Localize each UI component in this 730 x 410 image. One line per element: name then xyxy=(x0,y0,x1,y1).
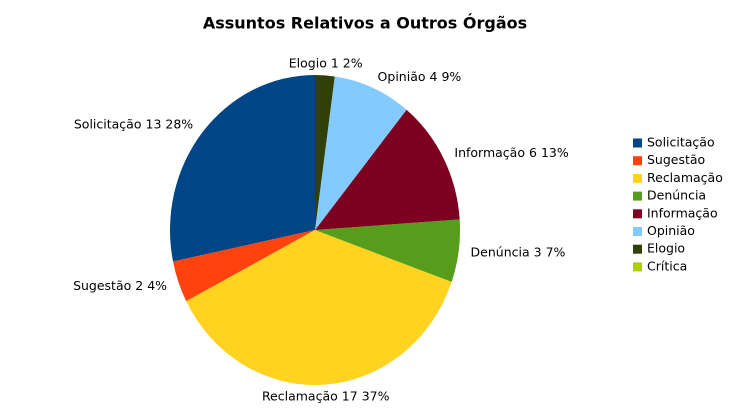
label-category: Reclamação xyxy=(262,388,338,403)
legend-label: Opinião xyxy=(647,223,695,238)
legend-swatch xyxy=(633,209,642,219)
label-percent: 13% xyxy=(541,145,569,160)
legend-label: Reclamação xyxy=(647,170,723,185)
data-label: Solicitação 13 28% xyxy=(74,116,193,131)
legend-swatch xyxy=(633,173,642,183)
data-label: Sugestão 2 4% xyxy=(73,277,167,292)
legend-label: Solicitação xyxy=(647,135,715,150)
data-label: Opinião 4 9% xyxy=(378,68,462,83)
label-percent: 7% xyxy=(546,244,566,259)
label-category: Solicitação xyxy=(74,116,142,131)
label-value: 6 xyxy=(529,145,537,160)
legend-swatch xyxy=(633,191,642,201)
label-value: 17 xyxy=(342,388,358,403)
data-label: Denúncia 3 7% xyxy=(471,244,566,259)
pie-slice xyxy=(315,76,407,230)
legend-swatch xyxy=(633,138,642,148)
pie-slice xyxy=(315,109,460,230)
label-percent: 37% xyxy=(362,388,390,403)
chart-title: Assuntos Relativos a Outros Órgãos xyxy=(203,14,527,33)
legend-swatch xyxy=(633,156,642,166)
legend-label: Crítica xyxy=(647,258,687,273)
label-category: Informação xyxy=(454,145,525,160)
label-value: 1 xyxy=(331,55,339,70)
legend-swatch xyxy=(633,227,642,236)
label-category: Sugestão xyxy=(73,277,131,292)
data-label: Reclamação 17 37% xyxy=(262,388,390,403)
legend-label: Sugestão xyxy=(647,152,705,167)
label-category: Denúncia xyxy=(471,244,530,259)
pie-slice xyxy=(315,219,460,282)
legend-label: Elogio xyxy=(647,241,685,256)
legend-swatch xyxy=(633,244,642,254)
data-label: Elogio 1 2% xyxy=(289,55,363,70)
label-value: 13 xyxy=(146,116,162,131)
label-percent: 2% xyxy=(343,55,363,70)
legend-label: Denúncia xyxy=(647,188,706,203)
label-percent: 4% xyxy=(147,277,167,292)
label-percent: 28% xyxy=(165,116,193,131)
legend-label: Informação xyxy=(647,205,718,220)
pie-slice xyxy=(315,75,335,230)
label-value: 4 xyxy=(430,68,438,83)
label-category: Elogio xyxy=(289,55,327,70)
pie-slice xyxy=(169,75,315,262)
legend-swatch xyxy=(633,262,642,272)
label-value: 2 xyxy=(135,277,143,292)
pie-slice xyxy=(186,230,452,386)
pie-slice xyxy=(173,230,315,302)
data-label: Informação 6 13% xyxy=(454,145,568,160)
label-value: 3 xyxy=(534,244,542,259)
label-percent: 9% xyxy=(441,68,461,83)
label-category: Opinião xyxy=(378,68,426,83)
